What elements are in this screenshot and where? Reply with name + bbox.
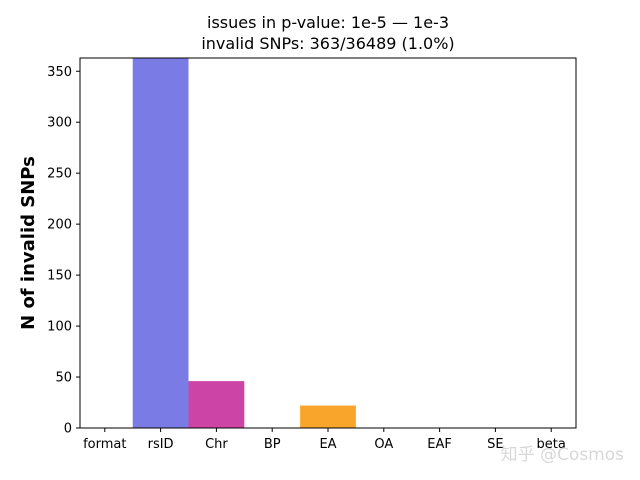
x-tick-label-oa: OA xyxy=(374,437,393,452)
y-tick-label-200: 200 xyxy=(47,218,72,233)
y-tick-label-150: 150 xyxy=(47,269,72,284)
y-axis-label: N of invalid SNPs xyxy=(18,156,39,330)
x-tick-label-ea: EA xyxy=(319,437,336,452)
x-tick-label-rsid: rsID xyxy=(148,437,174,452)
bars-group xyxy=(132,58,356,428)
bar-ea xyxy=(300,405,356,428)
y-tick-label-300: 300 xyxy=(47,116,72,131)
chart-title-line-1: issues in p-value: 1e-5 — 1e-3 xyxy=(207,13,449,32)
bar-chr xyxy=(188,381,245,428)
x-tick-label-chr: Chr xyxy=(205,437,228,452)
y-tick-label-250: 250 xyxy=(47,167,72,182)
x-axis: format rsID Chr BP EA OA EAF SE beta xyxy=(83,428,566,452)
x-tick-label-bp: BP xyxy=(264,437,281,452)
y-tick-label-50: 50 xyxy=(55,371,72,386)
bar-rsid xyxy=(132,58,189,428)
x-tick-label-beta: beta xyxy=(537,437,566,452)
x-tick-label-eaf: EAF xyxy=(427,437,452,452)
y-axis: 0 50 100 150 200 250 300 350 xyxy=(47,65,80,437)
chart-title-line-2: invalid SNPs: 363/36489 (1.0%) xyxy=(201,34,454,53)
watermark: 知乎 @Cosmos xyxy=(501,445,624,465)
y-tick-label-0: 0 xyxy=(64,422,72,437)
y-tick-label-350: 350 xyxy=(47,65,72,80)
x-tick-label-se: SE xyxy=(487,437,503,452)
x-tick-label-format: format xyxy=(83,437,126,452)
y-tick-label-100: 100 xyxy=(47,320,72,335)
